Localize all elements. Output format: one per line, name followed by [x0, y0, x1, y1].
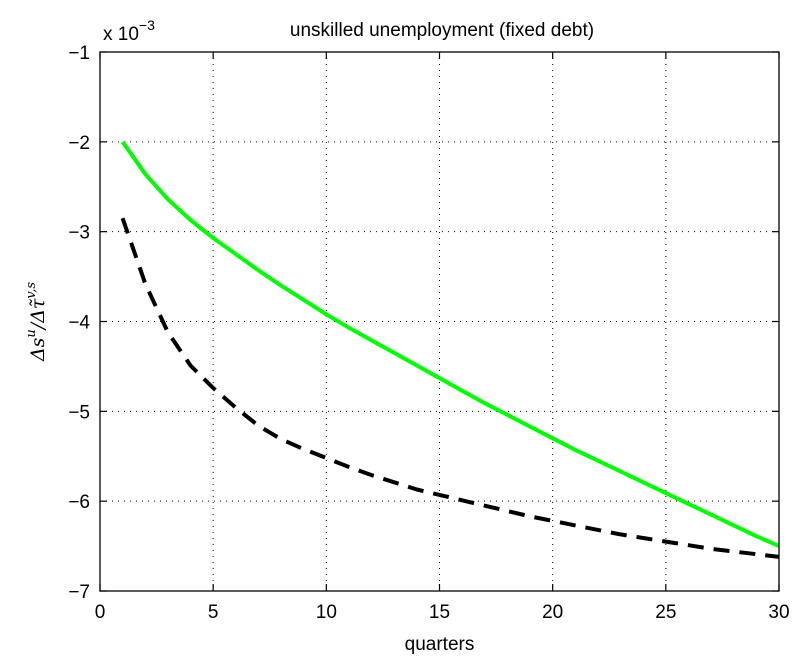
series-layer: [120, 140, 780, 559]
chart-title: unskilled unemployment (fixed debt): [290, 20, 594, 41]
x-tick-label: 30: [768, 602, 789, 623]
x-tick-label: 0: [95, 602, 106, 623]
x-tick-label: 20: [542, 602, 563, 623]
x-tick-label: 25: [655, 602, 676, 623]
y-tick-label: −2: [68, 133, 90, 154]
y-tick-label: −7: [68, 582, 90, 603]
y-tick-label: −3: [68, 223, 90, 244]
y-label-numerator-base: Δs: [27, 337, 49, 362]
tick-labels: 0 5 10 15 20 25 30 −7 −6 −5 −4 −3 −2 −1: [68, 43, 789, 623]
x-tick-label: 5: [208, 602, 219, 623]
x-tick-label: 10: [316, 602, 337, 623]
series-line-solid: [120, 140, 780, 548]
y-label-denominator-sup: v,s: [24, 282, 39, 299]
plot-frame: [99, 51, 780, 592]
y-tick-label: −6: [68, 492, 90, 513]
tick-marks: [99, 51, 780, 592]
y-label-numerator-sup: u: [24, 329, 39, 337]
y-tick-label: −4: [68, 313, 90, 334]
x-tick-label: 15: [429, 602, 450, 623]
y-axis-multiplier-exponent: −3: [139, 17, 155, 33]
series-line-dashed: [120, 217, 780, 559]
x-axis-label: quarters: [405, 634, 475, 655]
y-axis-multiplier-base: x 10: [103, 24, 139, 45]
y-axis-multiplier: x 10−3: [103, 17, 155, 45]
grid-lines: [100, 52, 779, 591]
y-label-separator: /Δ: [27, 309, 49, 331]
y-axis-label: Δsu/Δτ̃v,s: [24, 282, 49, 362]
y-tick-label: −5: [68, 402, 90, 423]
y-label-denominator-base: τ̃: [27, 298, 49, 309]
y-tick-label: −1: [68, 43, 90, 64]
